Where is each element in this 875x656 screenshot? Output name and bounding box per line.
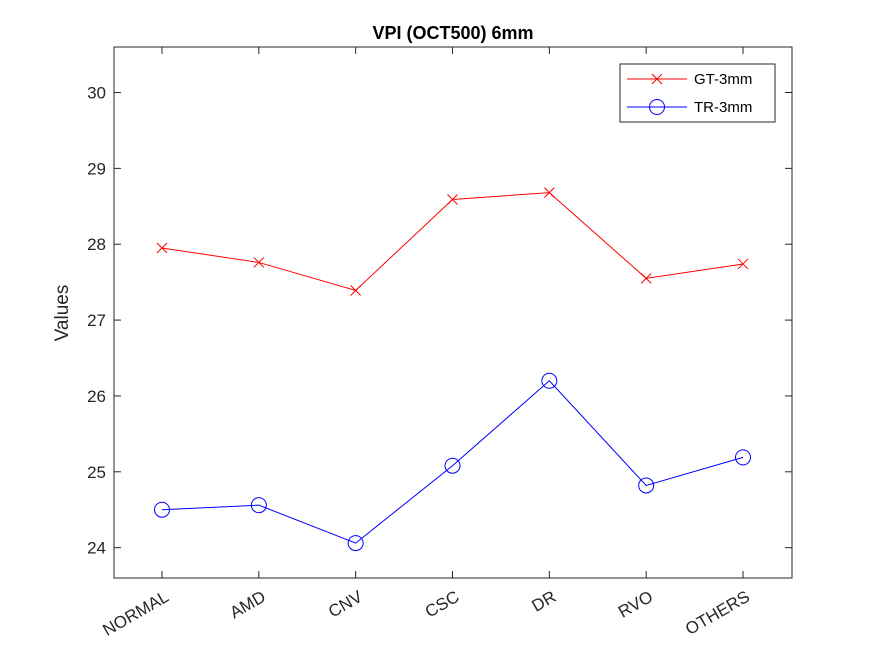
marker-stroke	[737, 258, 749, 270]
data-point-GT-3mm	[253, 257, 265, 268]
legend-marker	[651, 73, 663, 85]
marker-stroke	[156, 242, 168, 254]
marker-stroke	[253, 257, 265, 268]
y-tick-label: 29	[87, 159, 106, 178]
legend-box	[619, 63, 776, 123]
data-point-GT-3mm	[640, 273, 652, 284]
data-point-GT-3mm	[447, 194, 458, 205]
y-axis: 24 25 26 27 28 29 30	[87, 84, 792, 558]
chart-title: VPI (OCT500) 6mm	[372, 23, 533, 43]
data-point-TR-3mm	[250, 497, 267, 514]
legend-entry: TR-3mm	[627, 99, 752, 116]
y-tick-label: 30	[87, 84, 106, 103]
data-point-GT-3mm	[737, 258, 749, 270]
y-tick-label: 25	[87, 463, 106, 482]
y-tick-label: 24	[87, 539, 106, 558]
marker-stroke	[640, 273, 652, 284]
marker-stroke	[350, 285, 362, 296]
data-point-GT-3mm	[350, 285, 362, 296]
marker-stroke	[447, 194, 458, 205]
legend-label: TR-3mm	[694, 99, 752, 116]
marker-stroke	[543, 187, 555, 198]
legend-marker	[649, 99, 665, 115]
data-point-GT-3mm	[156, 242, 168, 254]
legend-label: GT-3mm	[694, 71, 752, 88]
data-point-TR-3mm	[154, 501, 170, 518]
data-point-TR-3mm	[735, 449, 751, 466]
data-point-TR-3mm	[347, 535, 364, 552]
y-tick-label: 26	[87, 387, 106, 406]
data-point-TR-3mm	[444, 457, 461, 474]
legend-entry: GT-3mm	[627, 71, 752, 88]
y-axis-label: Values	[52, 285, 73, 342]
data-point-TR-3mm	[541, 372, 558, 389]
legend: GT-3mm TR-3mm	[619, 63, 776, 123]
data-point-TR-3mm	[638, 477, 655, 494]
y-tick-label: 28	[87, 235, 106, 254]
series-layer	[154, 187, 751, 552]
plot-area	[113, 46, 793, 579]
series-line-TR-3mm	[161, 380, 744, 544]
data-point-GT-3mm	[543, 187, 555, 198]
y-tick-label: 27	[87, 311, 106, 330]
